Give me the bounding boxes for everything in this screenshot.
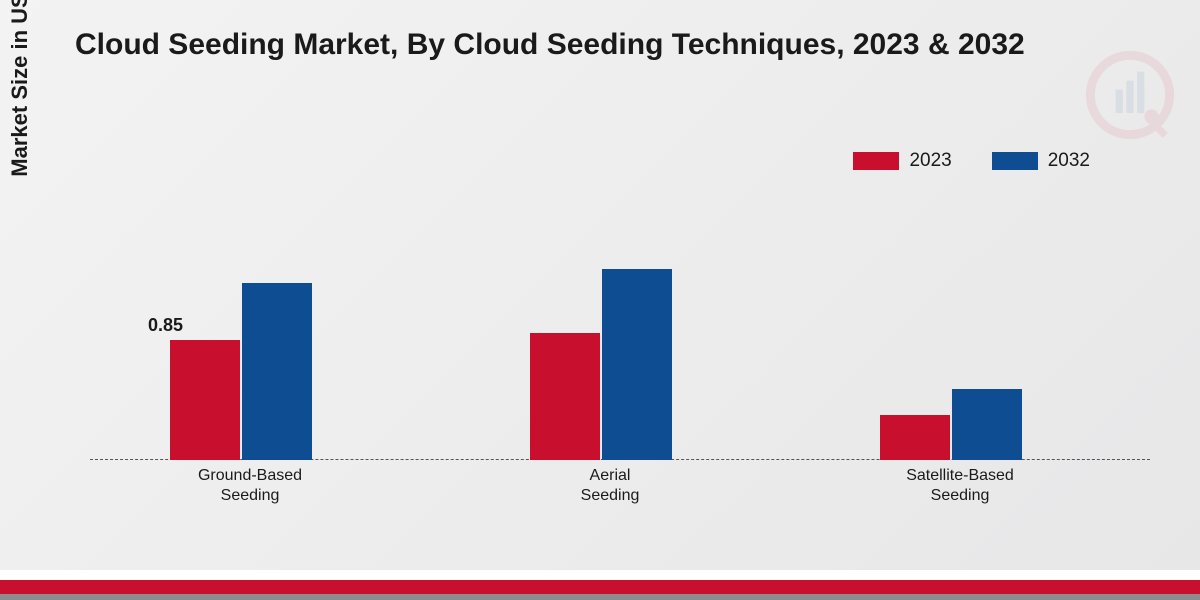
bar-group-aerial: AerialSeeding xyxy=(510,120,710,460)
bar-2023-aerial xyxy=(530,333,600,461)
plot-area: 2023 2032 0.85 Ground-BasedSeeding Aeria… xyxy=(90,120,1150,460)
bar-2023-ground xyxy=(170,340,240,460)
bar-2032-aerial xyxy=(602,269,672,460)
bar-2032-satellite xyxy=(952,389,1022,460)
footer-band-grey xyxy=(0,594,1200,600)
bar-2023-satellite xyxy=(880,415,950,460)
bar-value-label: 0.85 xyxy=(148,315,183,336)
y-axis-label: Market Size in USD Billion xyxy=(7,0,33,177)
bar-group-ground: 0.85 Ground-BasedSeeding xyxy=(150,120,350,460)
bar-2032-ground xyxy=(242,283,312,460)
category-label-ground: Ground-BasedSeeding xyxy=(150,466,350,506)
category-label-satellite: Satellite-BasedSeeding xyxy=(860,466,1060,506)
category-label-aerial: AerialSeeding xyxy=(510,466,710,506)
bar-group-satellite: Satellite-BasedSeeding xyxy=(860,120,1060,460)
chart-title: Cloud Seeding Market, By Cloud Seeding T… xyxy=(75,28,1025,62)
